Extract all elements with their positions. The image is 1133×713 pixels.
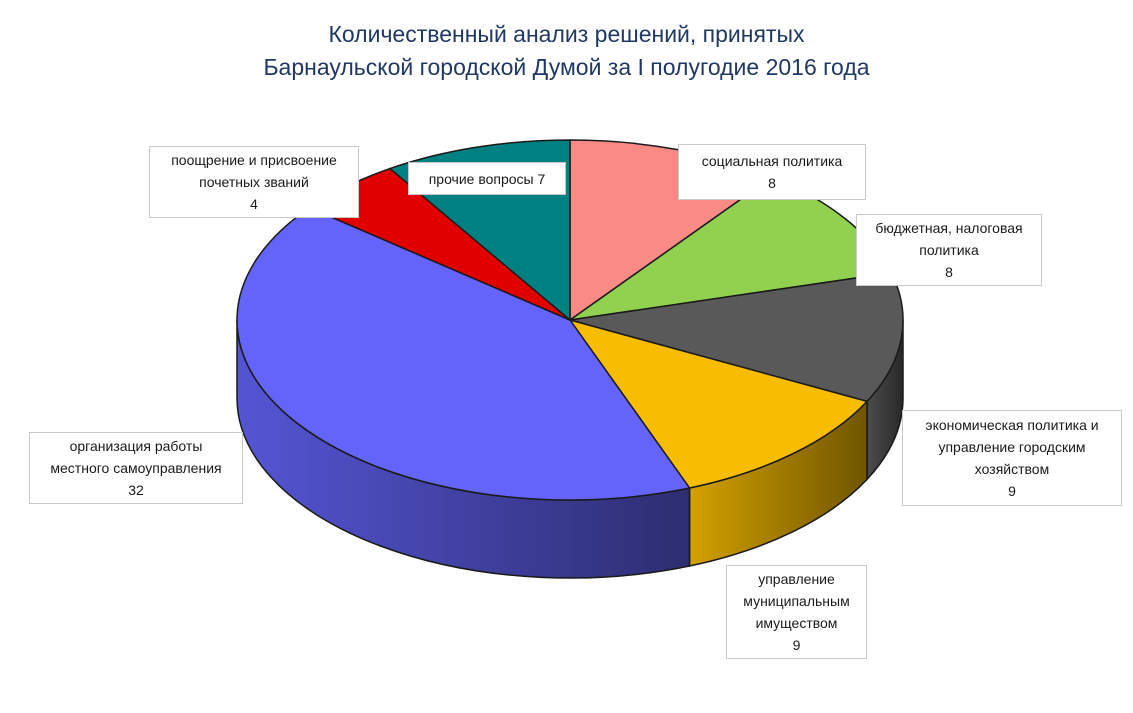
label-awards-value: 4 [250,196,258,212]
label-budget-policy-line2: политика [919,242,979,258]
label-economic-policy-line2: управление городским [938,439,1086,455]
label-economic-policy-line1: экономическая политика и [925,417,1099,433]
label-awards-line1: поощрение и присвоение [171,152,337,168]
label-social-policy-value: 8 [768,175,776,191]
label-municipal-property: управление муниципальным имуществом 9 [726,565,867,659]
label-budget-policy-line1: бюджетная, налоговая [875,220,1023,236]
label-awards: поощрение и присвоение почетных званий 4 [149,146,359,218]
label-municipal-property-line2: муниципальным [743,593,850,609]
chart-title-line2: Барнаульской городской Думой за I полуго… [263,54,870,80]
chart-title: Количественный анализ решений, принятых … [0,18,1133,84]
pie-slice-self-government [236,207,691,501]
label-awards-line2: почетных званий [199,174,309,190]
label-other-issues: прочие вопросы 7 [408,162,566,195]
label-social-policy: социальная политика 8 [678,144,866,200]
label-municipal-property-value: 9 [792,637,801,653]
label-municipal-property-line3: имуществом [755,615,838,631]
label-other-issues-text: прочие вопросы 7 [428,170,546,187]
label-self-government-line2: местного самоуправления [50,460,222,476]
label-social-policy-line1: социальная политика [701,153,843,169]
label-economic-policy: экономическая политика и управление горо… [902,410,1122,506]
label-economic-policy-value: 9 [1008,483,1016,499]
label-municipal-property-line1: управление [758,571,835,587]
pie-slice-municipal-property [569,319,868,489]
label-budget-policy: бюджетная, налоговая политика 8 [856,214,1042,286]
label-budget-policy-value: 8 [945,264,953,280]
label-self-government: организация работы местного самоуправлен… [29,432,243,504]
label-self-government-line1: организация работы [69,438,203,454]
chart-title-line1: Количественный анализ решений, принятых [328,21,805,47]
label-self-government-value: 32 [128,482,144,498]
label-economic-policy-line3: хозяйством [974,461,1050,477]
